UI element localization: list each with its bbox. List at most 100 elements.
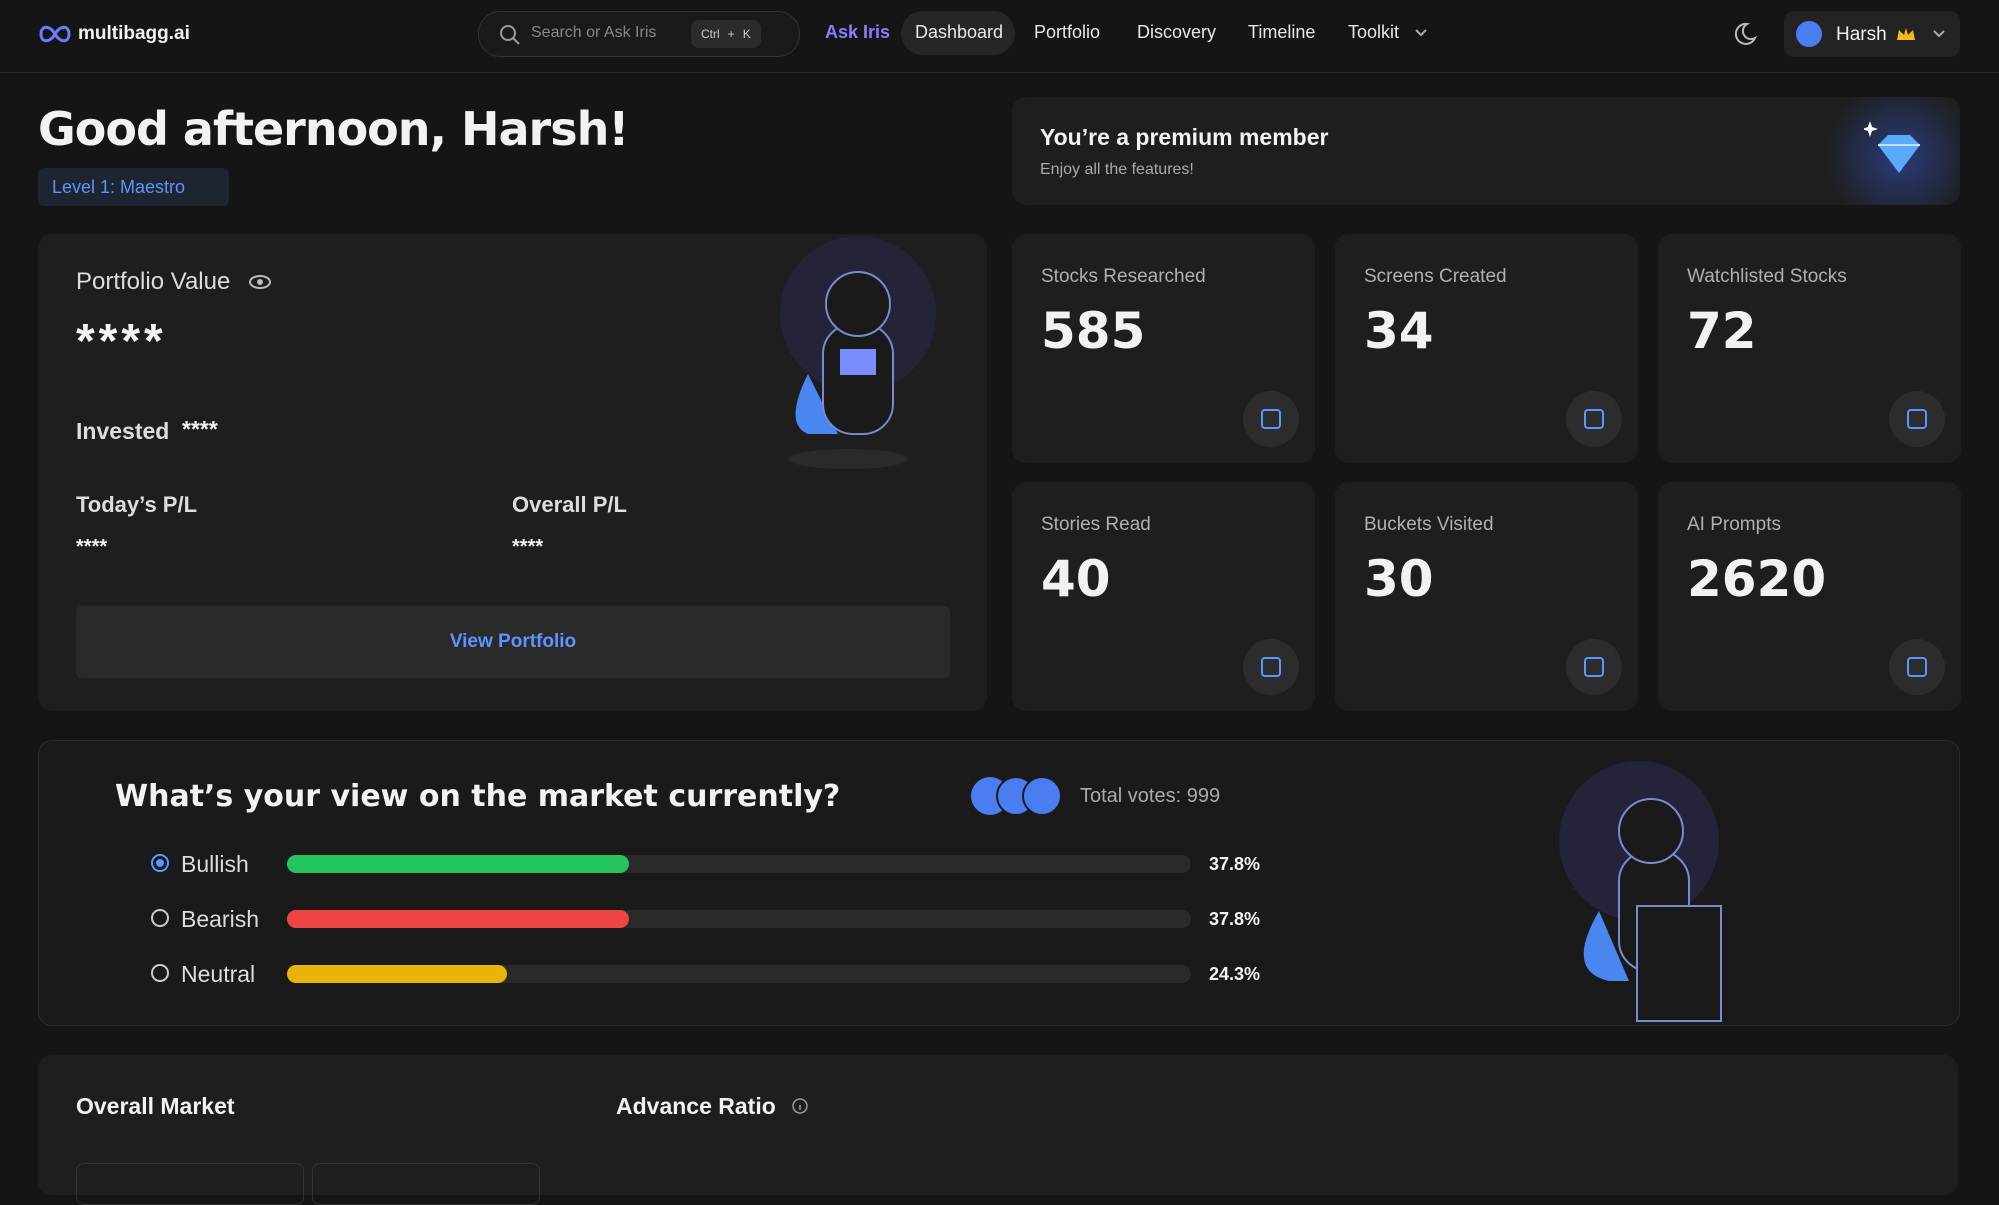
overall-pl-value: ****: [512, 536, 544, 558]
stat-card[interactable]: Watchlisted Stocks 72: [1658, 234, 1961, 463]
stat-label: Buckets Visited: [1364, 514, 1494, 535]
stat-icon: [1243, 391, 1299, 447]
key: +: [727, 27, 735, 41]
stat-card[interactable]: Stocks Researched 585: [1012, 234, 1315, 463]
stat-value: 30: [1364, 550, 1434, 608]
stat-value: 2620: [1687, 550, 1827, 608]
bar-track: [287, 965, 1191, 983]
top-nav: multibagg.ai Search or Ask Iris Ctrl + K A…: [0, 0, 1999, 73]
portfolio-label: Portfolio Value: [76, 268, 231, 295]
icon-glyph: [1584, 409, 1604, 429]
key: K: [742, 27, 751, 41]
option-percent: 24.3%: [1209, 964, 1261, 984]
poll-option[interactable]: Neutral 24.3%: [151, 955, 1271, 995]
radio[interactable]: [151, 909, 169, 927]
poll-card: What’s your view on the market currently…: [38, 740, 1960, 1026]
poll-option[interactable]: Bearish 37.8%: [151, 900, 1271, 940]
option-label: Neutral: [181, 961, 256, 987]
icon-glyph: [1907, 409, 1927, 429]
bar: [287, 910, 629, 928]
stat-card[interactable]: AI Prompts 2620: [1658, 482, 1961, 711]
nav-link[interactable]: Timeline: [1248, 22, 1316, 42]
stat-label: Screens Created: [1364, 266, 1507, 287]
user-name: Harsh: [1836, 24, 1887, 45]
portfolio-card: Portfolio Value **** Invested **** Today…: [38, 234, 987, 711]
mascot: [780, 236, 936, 469]
logo-icon: [39, 25, 71, 43]
portfolio-value: ****: [76, 315, 167, 368]
stat-card[interactable]: Stories Read 40: [1012, 482, 1315, 711]
stat-card[interactable]: Screens Created 34: [1335, 234, 1638, 463]
theme-toggle[interactable]: [1735, 20, 1763, 48]
option-label: Bullish: [181, 851, 249, 877]
option-percent: 37.8%: [1209, 854, 1261, 874]
radio[interactable]: [151, 964, 169, 982]
premium-title: You’re a premium member: [1040, 124, 1329, 150]
stat-icon: [1889, 639, 1945, 695]
advance-ratio-title: Advance Ratio: [616, 1093, 776, 1119]
search-icon: [500, 25, 520, 45]
poll-option[interactable]: Bullish 37.8%: [151, 845, 1271, 885]
stat-icon: [1243, 639, 1299, 695]
stat-label: Stories Read: [1041, 514, 1151, 535]
today-pl-value: ****: [76, 536, 108, 558]
option-percent: 37.8%: [1209, 909, 1261, 929]
voter-avatars: [971, 776, 1062, 816]
crown: [1897, 28, 1915, 40]
radio-dot: [156, 859, 164, 867]
stat-icon: [1566, 639, 1622, 695]
chevron: [1933, 30, 1945, 38]
poll-question: What’s your view on the market currently…: [115, 779, 841, 814]
nav-link[interactable]: Ask Iris: [825, 22, 891, 42]
search-box[interactable]: Search or Ask Iris Ctrl + K: [478, 11, 800, 57]
nav-link[interactable]: Dashboard: [915, 22, 1004, 42]
level-badge[interactable]: Level 1: Maestro: [38, 168, 230, 206]
shortcut: Ctrl + K: [691, 20, 761, 48]
market-card: Overall Market Advance Ratio: [38, 1055, 1958, 1205]
search-placeholder: Search or Ask Iris: [531, 24, 657, 41]
overall-market-title: Overall Market: [76, 1093, 235, 1119]
stat-value: 72: [1687, 302, 1757, 360]
invested-value: ****: [182, 416, 218, 442]
eye-icon[interactable]: [248, 272, 272, 292]
nav-link[interactable]: Toolkit: [1348, 22, 1400, 42]
premium-card: You’re a premium member Enjoy all the fe…: [1012, 97, 1960, 205]
avatar: [1796, 21, 1822, 47]
market-tab[interactable]: [312, 1163, 540, 1205]
stat-label: AI Prompts: [1687, 514, 1781, 535]
view-portfolio-button[interactable]: View Portfolio: [76, 606, 950, 678]
info-icon[interactable]: [791, 1097, 809, 1115]
nav-link[interactable]: Discovery: [1137, 22, 1217, 42]
premium-subtitle: Enjoy all the features!: [1040, 161, 1194, 178]
icon-glyph: [1907, 657, 1927, 677]
nav-link[interactable]: Portfolio: [1034, 22, 1101, 42]
bar-track: [287, 855, 1191, 873]
stat-label: Stocks Researched: [1041, 266, 1206, 287]
icon-glyph: [1261, 657, 1281, 677]
invested-label: Invested: [76, 418, 170, 444]
market-tab[interactable]: [76, 1163, 304, 1205]
active-link-bg: [901, 11, 1015, 55]
stat-value: 585: [1041, 302, 1146, 360]
today-pl-label: Today’s P/L: [76, 492, 198, 517]
total-votes: Total votes: 999: [1080, 785, 1221, 807]
bar: [287, 855, 629, 873]
bar: [287, 965, 507, 983]
radio[interactable]: [151, 854, 169, 872]
icon-glyph: [1584, 657, 1604, 677]
stat-value: 34: [1364, 302, 1434, 360]
stat-card[interactable]: Buckets Visited 30: [1335, 482, 1638, 711]
voting-mascot: [1559, 761, 1722, 1022]
stat-label: Watchlisted Stocks: [1687, 266, 1847, 287]
logo-text[interactable]: multibagg.ai: [78, 23, 190, 44]
user-menu[interactable]: Harsh: [1784, 11, 1960, 57]
icon-glyph: [1261, 409, 1281, 429]
stat-value: 40: [1041, 550, 1111, 608]
stat-icon: [1566, 391, 1622, 447]
bar-track: [287, 910, 1191, 928]
key: Ctrl: [701, 27, 720, 41]
overall-pl-label: Overall P/L: [512, 492, 627, 517]
greeting: Good afternoon, Harsh!: [38, 102, 629, 156]
